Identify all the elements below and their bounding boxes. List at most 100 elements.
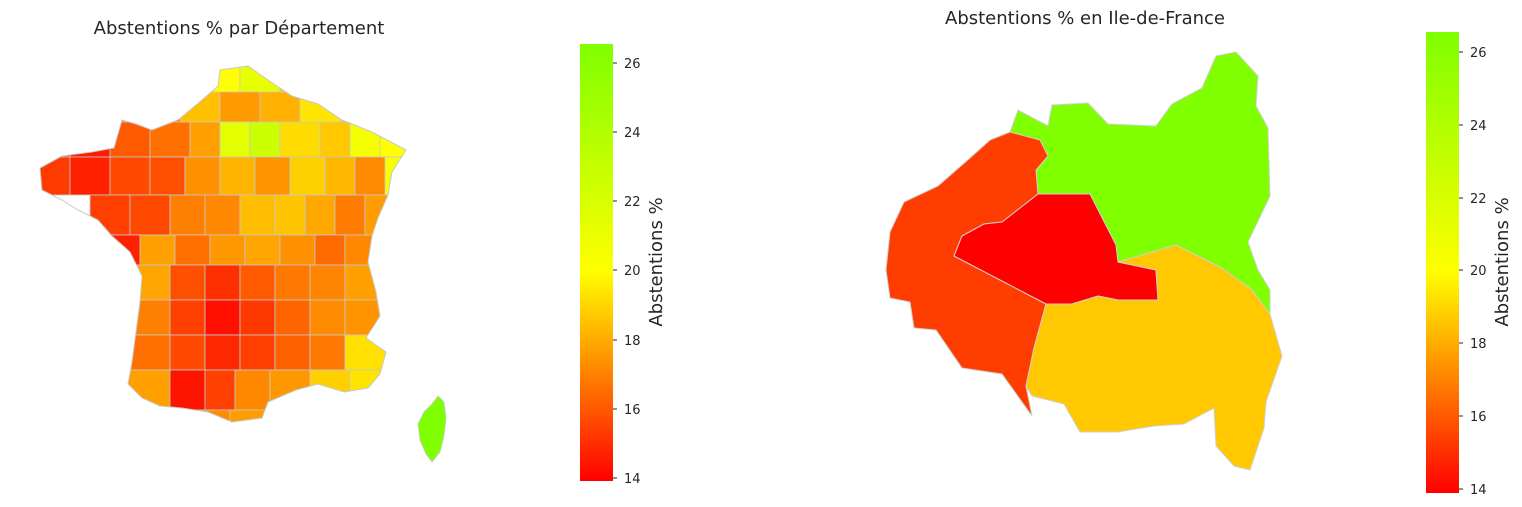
france-map [40,66,406,422]
department-region [384,156,406,196]
department-region [259,91,301,123]
department-region [119,369,171,411]
department-region [204,264,241,301]
left-colorbar-tick: 14 [624,472,641,487]
department-region [219,91,261,123]
right-map-title: Abstentions % en Ile-de-France [945,8,1225,29]
department-region [129,194,171,236]
department-region [149,409,231,422]
department-region [219,156,256,196]
department-region [204,194,241,236]
department-region [219,121,251,158]
corsica-region [417,395,447,463]
department-region [344,334,391,371]
department-region [309,264,346,301]
left-colorbar-tick: 24 [624,126,641,141]
department-region [274,334,311,371]
department-region [334,194,366,236]
left-colorbar-tick: 20 [624,264,641,279]
left-colorbar-label: Abstentions % [646,197,667,326]
department-region [314,234,346,266]
department-region [344,234,376,266]
department-region [249,121,281,158]
department-region [204,299,241,336]
department-region [239,194,276,236]
department-region [239,264,276,301]
department-region [274,194,306,236]
right-colorbar-tick: 16 [1470,410,1487,425]
department-region [354,156,386,196]
department-region [364,194,396,236]
department-region [109,156,151,196]
department-region [69,156,111,196]
department-region [289,156,326,196]
department-region [169,194,206,236]
left-colorbar-tick: 16 [624,403,641,418]
department-region [149,121,191,158]
department-region [254,156,291,196]
department-region [319,121,351,158]
left-colorbar: 14 16 18 20 22 24 26 Abstentions % [580,44,667,487]
department-region [309,369,351,411]
department-region [129,334,171,371]
department-region [229,409,281,422]
department-region [279,66,321,93]
department-region [234,369,271,411]
department-region [179,91,221,123]
department-region [279,121,321,158]
department-region [304,194,336,236]
department-region [299,91,341,123]
department-region [174,234,211,266]
right-colorbar-label: Abstentions % [1492,197,1513,326]
department-region [184,156,221,196]
france-outline [39,65,407,423]
right-colorbar-gradient [1426,32,1459,493]
department-region [239,66,281,93]
left-colorbar-tick: 22 [624,195,641,210]
department-region [169,334,206,371]
department-region [169,299,206,336]
department-region [169,264,206,301]
left-colorbar-tick: 18 [624,334,641,349]
department-region [279,234,316,266]
department-region [149,91,181,123]
department-region [339,91,381,123]
department-region [129,264,171,301]
department-region [274,299,311,336]
right-colorbar-tick: 26 [1470,46,1487,61]
department-region [379,91,406,123]
department-region [189,121,221,158]
right-colorbar-tick: 22 [1470,192,1487,207]
department-region [344,264,386,301]
idf-map [885,51,1283,471]
left-colorbar-tick: 26 [624,57,641,72]
department-region [309,299,346,336]
department-region [199,66,241,93]
right-colorbar: 14 16 18 20 22 24 26 Abstentions % [1426,32,1513,498]
department-region [204,334,241,371]
department-region [309,334,346,371]
right-colorbar-tick: 20 [1470,264,1487,279]
department-region [119,91,151,123]
department-region [149,156,186,196]
department-region [40,121,71,158]
department-region [239,299,276,336]
department-region [139,234,176,266]
right-colorbar-tick: 24 [1470,119,1487,134]
department-region [324,156,356,196]
right-colorbar-tick: 14 [1470,483,1487,498]
department-region [89,194,131,236]
right-colorbar-tick: 18 [1470,337,1487,352]
left-colorbar-gradient [580,44,613,481]
department-region [269,369,311,411]
department-region [239,334,276,371]
department-region [244,234,281,266]
department-region [274,264,311,301]
department-region [169,369,206,411]
idf-zone-south-east [1025,244,1283,471]
department-region [349,121,381,158]
department-region [204,369,236,411]
department-region [209,234,246,266]
department-region [69,121,111,158]
